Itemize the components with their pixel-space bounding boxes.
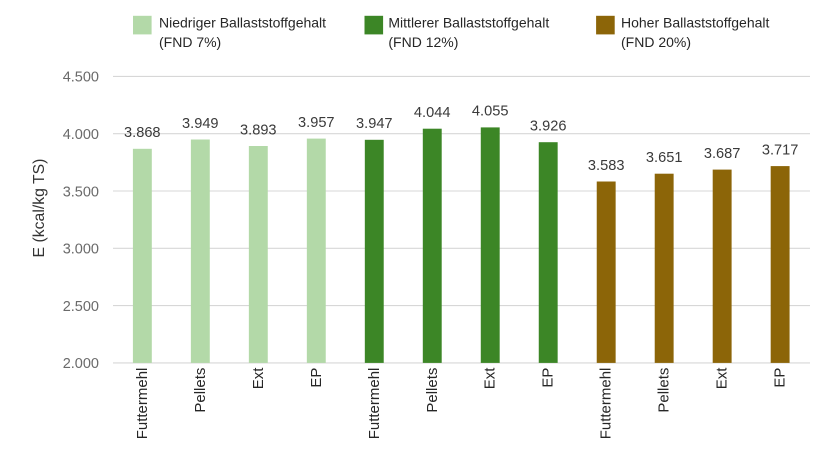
svg-text:4.500: 4.500 (63, 70, 99, 86)
svg-text:EP: EP (540, 368, 557, 388)
svg-text:(FND 12%): (FND 12%) (388, 34, 458, 50)
svg-text:3.000: 3.000 (63, 242, 99, 258)
svg-text:Futtermehl: Futtermehl (366, 368, 383, 440)
svg-text:3.717: 3.717 (762, 142, 799, 158)
svg-text:EP: EP (308, 368, 325, 388)
svg-text:3.583: 3.583 (588, 158, 625, 174)
svg-text:4.055: 4.055 (472, 104, 509, 120)
svg-text:3.957: 3.957 (298, 115, 335, 131)
svg-text:3.949: 3.949 (182, 116, 219, 132)
svg-text:Ext: Ext (714, 367, 731, 390)
svg-text:Pellets: Pellets (656, 368, 673, 413)
svg-text:EP: EP (772, 368, 789, 388)
svg-text:Ext: Ext (250, 367, 267, 390)
svg-text:Niedriger Ballaststoffgehalt: Niedriger Ballaststoffgehalt (159, 15, 326, 31)
svg-text:Mittlerer Ballaststoffgehalt: Mittlerer Ballaststoffgehalt (388, 15, 549, 31)
svg-text:E (kcal/kg TS): E (kcal/kg TS) (31, 159, 48, 258)
svg-text:Futtermehl: Futtermehl (134, 368, 151, 440)
svg-text:2.000: 2.000 (63, 356, 99, 372)
svg-text:3.947: 3.947 (356, 116, 393, 132)
svg-text:4.044: 4.044 (414, 105, 451, 121)
svg-text:3.687: 3.687 (704, 146, 741, 162)
svg-text:4.000: 4.000 (63, 127, 99, 143)
svg-text:3.926: 3.926 (530, 119, 567, 135)
svg-text:3.651: 3.651 (646, 150, 683, 166)
svg-text:(FND 20%): (FND 20%) (621, 34, 691, 50)
svg-text:2.500: 2.500 (63, 299, 99, 315)
svg-text:(FND 7%): (FND 7%) (159, 34, 221, 50)
svg-text:3.868: 3.868 (124, 125, 161, 141)
svg-text:Pellets: Pellets (424, 368, 441, 413)
svg-text:3.893: 3.893 (240, 122, 277, 138)
svg-text:3.500: 3.500 (63, 184, 99, 200)
svg-text:Hoher Ballaststoffgehalt: Hoher Ballaststoffgehalt (621, 15, 769, 31)
svg-text:Futtermehl: Futtermehl (598, 368, 615, 440)
svg-text:Ext: Ext (482, 367, 499, 390)
svg-text:Pellets: Pellets (192, 368, 209, 413)
